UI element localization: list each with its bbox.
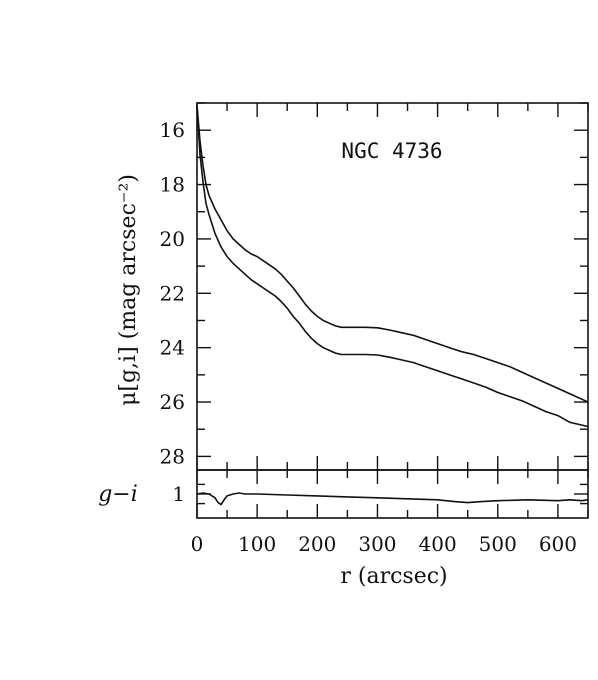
- series-line-1: [196, 105, 589, 403]
- y-tick-label: 18: [160, 173, 185, 197]
- galaxy-annotation: NGC 4736: [341, 139, 442, 163]
- x-tick-label: 0: [191, 532, 204, 556]
- color-panel: 1 0 100 200 300 400 500 600: [172, 469, 589, 556]
- y-tick-label: 1: [172, 482, 185, 506]
- x-tick-label: 400: [419, 532, 457, 556]
- y-tick-label: 28: [160, 444, 185, 468]
- top-y-axis-label: μ[g,i] (mag arcsec⁻²): [116, 174, 141, 406]
- x-axis-label: r (arcsec): [340, 564, 447, 589]
- y-tick-label: 20: [160, 227, 185, 251]
- y-tick-label: 22: [160, 281, 185, 305]
- y-tick-label: 24: [160, 336, 185, 360]
- x-tick-label: 500: [479, 532, 517, 556]
- series-line-2: [196, 105, 589, 428]
- y-tick-label: 26: [160, 390, 185, 414]
- bottom-y-axis-label: g−i: [98, 482, 138, 507]
- x-tick-label: 200: [298, 532, 336, 556]
- series-line-1: [196, 492, 589, 506]
- x-tick-label: 300: [358, 532, 396, 556]
- y-tick-label: 16: [160, 118, 185, 142]
- x-tick-label: 600: [539, 532, 577, 556]
- x-tick-label: 100: [238, 532, 276, 556]
